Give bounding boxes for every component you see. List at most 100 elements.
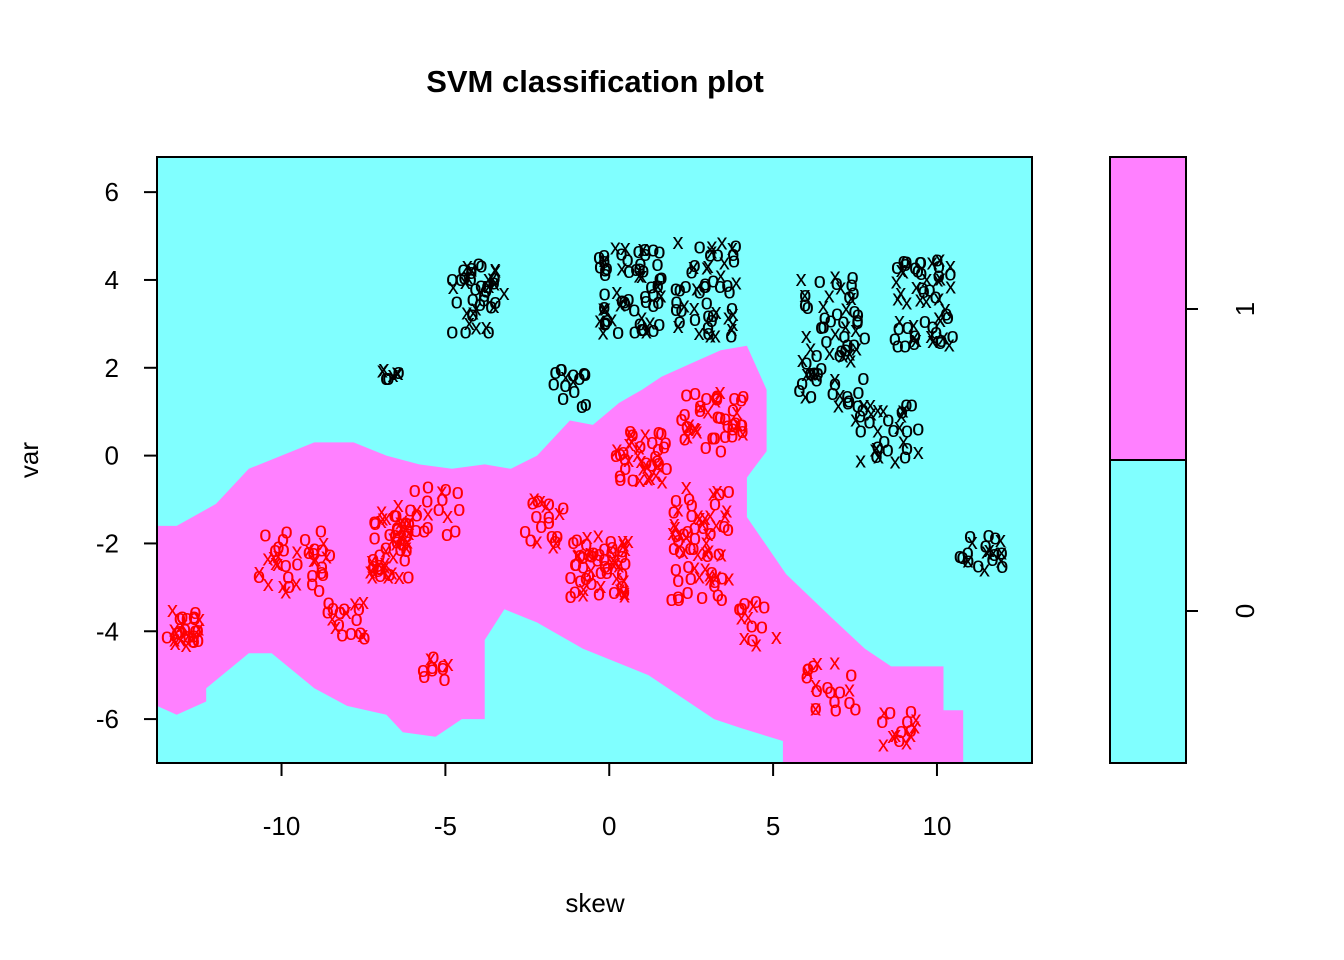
data-point: o bbox=[593, 541, 605, 566]
data-point: x bbox=[194, 606, 205, 631]
data-point: o bbox=[306, 571, 318, 596]
data-point: o bbox=[878, 428, 890, 453]
data-point: x bbox=[728, 301, 739, 326]
data-point: o bbox=[307, 540, 319, 565]
data-point: o bbox=[585, 543, 597, 568]
data-point: o bbox=[459, 319, 471, 344]
y-tick-label: 6 bbox=[105, 177, 119, 207]
data-point: o bbox=[929, 283, 941, 308]
data-point: o bbox=[727, 396, 739, 421]
data-point: o bbox=[616, 573, 628, 598]
data-point: o bbox=[708, 572, 720, 597]
x-axis: -10 -5 0 5 10 bbox=[263, 762, 951, 841]
data-point: o bbox=[637, 258, 649, 283]
data-point: o bbox=[722, 516, 734, 541]
data-point: x bbox=[694, 320, 705, 345]
data-point: x bbox=[731, 399, 742, 424]
data-point: o bbox=[851, 307, 863, 332]
data-point: o bbox=[639, 236, 651, 261]
data-point: o bbox=[683, 485, 695, 510]
data-point: o bbox=[681, 413, 693, 438]
data-point: o bbox=[421, 514, 433, 539]
data-point: o bbox=[543, 503, 555, 528]
data-point: o bbox=[559, 372, 571, 397]
data-point: x bbox=[921, 266, 932, 291]
data-point: x bbox=[850, 406, 861, 431]
data-point: o bbox=[893, 727, 905, 752]
data-point: o bbox=[176, 604, 188, 629]
data-point: x bbox=[872, 397, 883, 422]
data-point: x bbox=[436, 478, 447, 503]
data-point: x bbox=[401, 535, 412, 560]
data-point: x bbox=[652, 452, 663, 477]
data-point: o bbox=[846, 264, 858, 289]
data-point: x bbox=[932, 267, 943, 292]
data-point: x bbox=[388, 526, 399, 551]
data-point: o bbox=[655, 264, 667, 289]
data-point: o bbox=[313, 577, 325, 602]
data-point: o bbox=[852, 393, 864, 418]
data-point: o bbox=[530, 503, 542, 528]
data-point: x bbox=[878, 731, 889, 756]
data-point: o bbox=[618, 289, 630, 314]
data-point: o bbox=[702, 302, 714, 327]
data-point: x bbox=[739, 625, 750, 650]
data-point: o bbox=[455, 266, 467, 291]
data-point: x bbox=[280, 578, 291, 603]
data-point: o bbox=[673, 309, 685, 334]
data-point: o bbox=[367, 546, 379, 571]
data-point: o bbox=[849, 695, 861, 720]
legend-label-0: 0 bbox=[1230, 604, 1260, 618]
data-point: x bbox=[578, 576, 589, 601]
data-point: o bbox=[593, 244, 605, 269]
data-point: x bbox=[396, 524, 407, 549]
data-point: o bbox=[900, 391, 912, 416]
data-point: o bbox=[350, 606, 362, 631]
data-point: o bbox=[394, 536, 406, 561]
data-point: x bbox=[616, 256, 627, 281]
data-point: x bbox=[701, 255, 712, 280]
data-point: o bbox=[918, 278, 930, 303]
data-point: o bbox=[719, 423, 731, 448]
data-point: x bbox=[905, 722, 916, 747]
data-point: o bbox=[831, 301, 843, 326]
data-point: o bbox=[475, 273, 487, 298]
data-point: x bbox=[638, 456, 649, 481]
data-point: o bbox=[480, 277, 492, 302]
data-point: o bbox=[161, 623, 173, 648]
data-point: o bbox=[670, 296, 682, 321]
data-point: o bbox=[578, 360, 590, 385]
data-point: o bbox=[272, 534, 284, 559]
data-point: x bbox=[667, 520, 678, 545]
data-point: o bbox=[392, 359, 404, 384]
data-point: x bbox=[695, 394, 706, 419]
data-point: x bbox=[377, 358, 388, 383]
data-point: o bbox=[660, 455, 672, 480]
data-point: o bbox=[834, 679, 846, 704]
legend-swatch-class-1 bbox=[1110, 157, 1186, 460]
data-point: o bbox=[750, 588, 762, 613]
data-point: o bbox=[908, 330, 920, 355]
data-point: o bbox=[805, 383, 817, 408]
data-point: o bbox=[647, 317, 659, 342]
data-point: o bbox=[715, 438, 727, 463]
data-point: o bbox=[891, 254, 903, 279]
data-point: o bbox=[174, 605, 186, 630]
data-point: o bbox=[404, 496, 416, 521]
x-tick-label: -5 bbox=[434, 811, 457, 841]
data-point: x bbox=[318, 530, 329, 555]
data-point: x bbox=[656, 283, 667, 308]
data-point: o bbox=[440, 476, 452, 501]
data-point: x bbox=[376, 499, 387, 524]
data-point: o bbox=[896, 398, 908, 423]
data-point: o bbox=[374, 555, 386, 580]
data-point: o bbox=[316, 554, 328, 579]
data-point: o bbox=[653, 450, 665, 475]
data-point: x bbox=[705, 322, 716, 347]
data-point: x bbox=[605, 536, 616, 561]
data-point: o bbox=[437, 655, 449, 680]
data-point: o bbox=[333, 611, 345, 636]
data-point: o bbox=[659, 430, 671, 455]
data-point: o bbox=[685, 259, 697, 284]
